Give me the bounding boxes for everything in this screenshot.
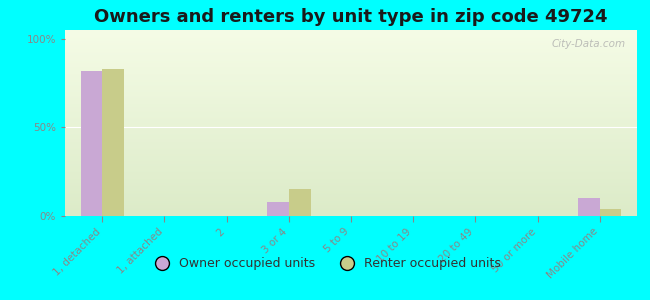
Bar [102,69,124,216]
Bar [81,71,102,216]
Bar [289,189,311,216]
Bar [578,198,600,216]
Bar [600,209,621,216]
Legend: Owner occupied units, Renter occupied units: Owner occupied units, Renter occupied un… [144,252,506,275]
Title: Owners and renters by unit type in zip code 49724: Owners and renters by unit type in zip c… [94,8,608,26]
Bar [267,202,289,216]
Text: City-Data.com: City-Data.com [551,39,625,49]
